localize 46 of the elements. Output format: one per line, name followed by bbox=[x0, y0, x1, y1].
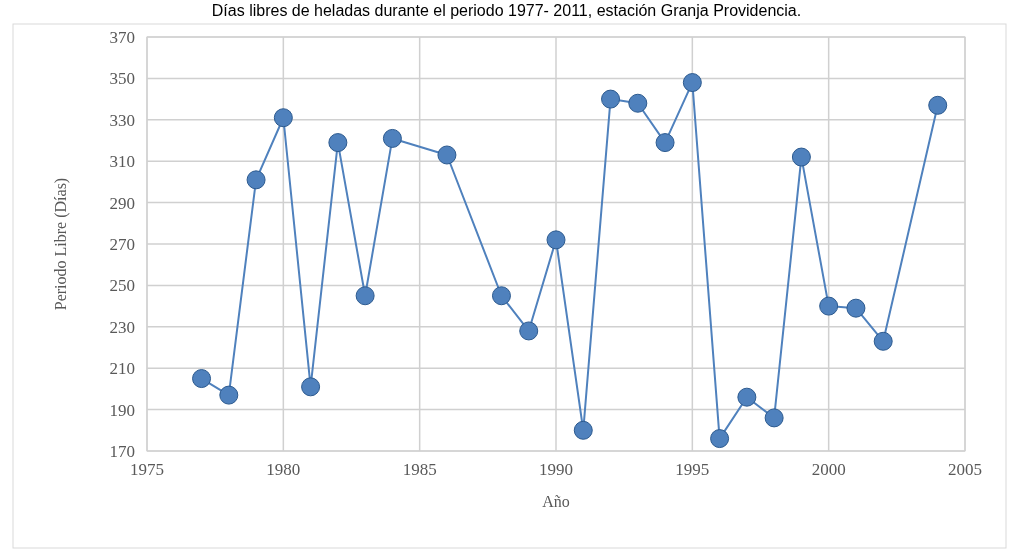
point bbox=[273, 108, 293, 128]
point bbox=[682, 73, 702, 93]
y-tick-label: 230 bbox=[109, 317, 135, 337]
point bbox=[655, 133, 675, 153]
point bbox=[928, 95, 948, 115]
y-tick-label: 170 bbox=[109, 441, 135, 461]
point bbox=[519, 321, 539, 341]
x-tick-label: 1995 bbox=[675, 460, 710, 479]
point bbox=[355, 286, 375, 306]
point bbox=[328, 133, 348, 153]
x-tick-label: 2005 bbox=[948, 460, 982, 479]
point bbox=[546, 230, 566, 250]
x-tick-label: 1980 bbox=[266, 460, 301, 479]
y-tick-label: 350 bbox=[109, 69, 135, 89]
y-tick-label: 290 bbox=[109, 193, 135, 213]
point bbox=[873, 331, 893, 351]
y-tick-label: 310 bbox=[109, 152, 135, 172]
point bbox=[819, 296, 839, 316]
point bbox=[710, 429, 730, 449]
point bbox=[764, 408, 784, 428]
x-tick-label: 1975 bbox=[130, 460, 164, 479]
y-axis-title: Periodo Libre (Días) bbox=[52, 177, 70, 311]
x-tick-label: 1990 bbox=[539, 460, 573, 479]
x-tick-label: 2000 bbox=[811, 460, 846, 479]
point bbox=[846, 298, 866, 318]
y-tick-label: 330 bbox=[109, 110, 135, 130]
chart-title: Días libres de heladas durante el periodo 1977- 2011, estación Granja Providencia. bbox=[211, 2, 802, 19]
point bbox=[437, 145, 457, 165]
point bbox=[791, 147, 811, 167]
point bbox=[573, 420, 593, 440]
point bbox=[219, 385, 239, 405]
point bbox=[192, 369, 212, 389]
point bbox=[246, 170, 266, 190]
point bbox=[737, 387, 757, 407]
y-tick-label: 370 bbox=[109, 27, 135, 47]
y-tick-label: 270 bbox=[109, 234, 135, 254]
x-axis-title: Año bbox=[542, 493, 570, 510]
y-tick-label: 190 bbox=[109, 400, 135, 420]
point bbox=[301, 377, 321, 397]
y-tick-label: 250 bbox=[109, 276, 135, 296]
point bbox=[601, 89, 621, 109]
point bbox=[491, 286, 511, 306]
point bbox=[382, 128, 402, 148]
x-tick-label: 1985 bbox=[402, 460, 437, 479]
point bbox=[628, 93, 648, 113]
y-tick-label: 210 bbox=[109, 359, 135, 379]
